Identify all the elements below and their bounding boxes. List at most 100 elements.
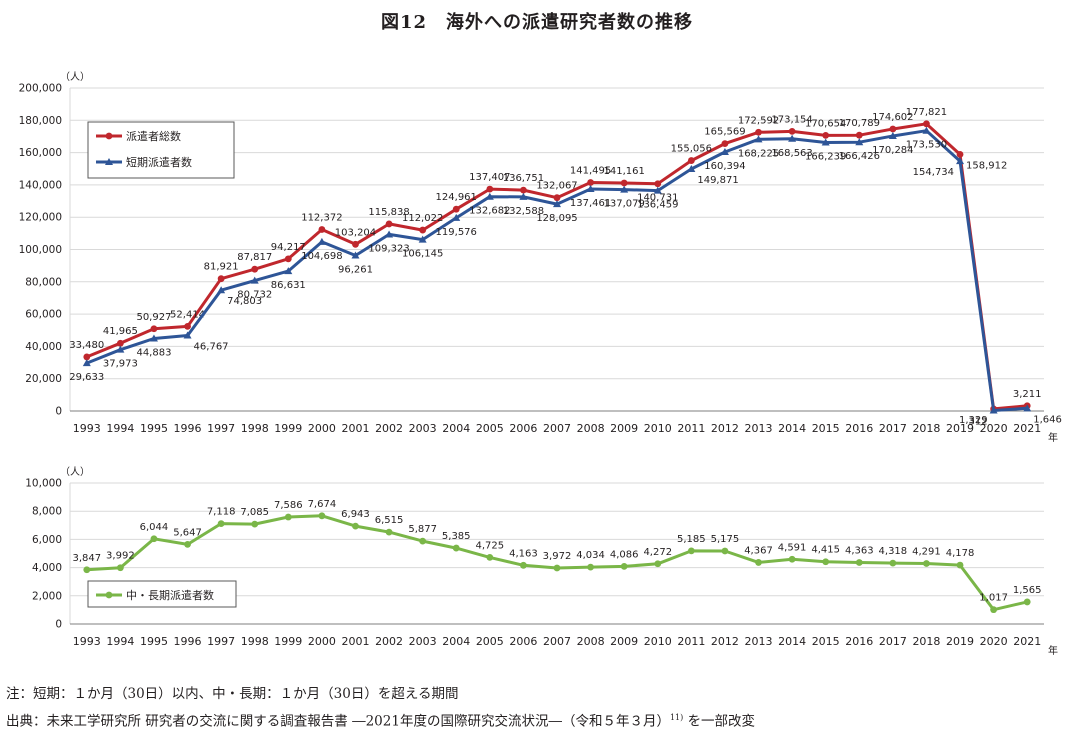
data-label-short: 170,284	[872, 145, 913, 156]
x-tick-label: 1994	[106, 422, 134, 435]
point-marker-total	[83, 353, 91, 361]
point-marker-total	[553, 194, 561, 202]
data-label-long: 4,291	[912, 546, 941, 557]
data-label-long: 3,972	[543, 551, 572, 562]
x-tick-label: 2017	[879, 422, 907, 435]
point-marker-long	[1023, 598, 1031, 606]
x-tick-label: 2014	[778, 635, 806, 648]
x-tick-label: 2005	[476, 635, 504, 648]
data-label-total: 170,789	[839, 118, 880, 129]
y-tick-label: 10,000	[25, 478, 62, 490]
data-label-short: 312	[969, 416, 988, 427]
y-tick-label: 120,000	[19, 212, 62, 224]
point-marker-long	[251, 520, 259, 528]
y-tick-label: 0	[55, 406, 62, 418]
x-tick-label: 1999	[274, 422, 302, 435]
point-marker-long	[687, 547, 695, 555]
x-tick-label: 2012	[711, 635, 739, 648]
data-label-long: 6,943	[341, 509, 370, 520]
data-label-short: 166,239	[805, 152, 846, 163]
data-label-long: 5,647	[173, 527, 202, 538]
x-tick-label: 2010	[644, 635, 672, 648]
x-tick-label: 2018	[912, 422, 940, 435]
data-label-total: 177,821	[906, 107, 947, 118]
x-tick-label: 2016	[845, 635, 873, 648]
data-label-long: 4,272	[643, 547, 672, 558]
point-marker-total	[251, 265, 259, 273]
x-tick-label: 2014	[778, 422, 806, 435]
x-tick-label: 2021	[1013, 635, 1041, 648]
point-marker-long	[956, 561, 964, 569]
x-tick-label: 2002	[375, 635, 403, 648]
point-marker-long	[419, 537, 427, 545]
point-marker-short	[720, 147, 729, 155]
x-axis-suffix: 年	[1048, 431, 1058, 444]
point-marker-short	[788, 134, 797, 142]
x-tick-label: 2009	[610, 635, 638, 648]
point-marker-short	[956, 157, 965, 165]
data-label-short: 160,394	[704, 161, 745, 172]
data-label-long: 7,085	[240, 507, 269, 518]
point-marker-short	[418, 235, 427, 243]
legend-marker-total	[105, 132, 113, 140]
x-tick-label: 1996	[174, 635, 202, 648]
x-tick-label: 2011	[677, 635, 705, 648]
data-label-total: 158,912	[966, 160, 1007, 171]
notes: 注：短期：１か月（30日）以内、中・長期：１か月（30日）を超える期間 出典：未…	[6, 682, 755, 734]
x-tick-label: 2004	[442, 422, 470, 435]
source-ref: 11)	[669, 713, 684, 722]
data-label-short: 1,646	[1033, 414, 1062, 425]
data-label-long: 4,163	[509, 548, 538, 559]
point-marker-short	[149, 334, 158, 342]
x-tick-label: 2015	[812, 635, 840, 648]
x-tick-label: 2020	[980, 422, 1008, 435]
point-marker-total	[352, 240, 359, 248]
data-label-total: 141,161	[603, 166, 644, 177]
data-label-short: 136,459	[637, 200, 678, 211]
data-label-total: 52,414	[170, 309, 205, 320]
point-marker-total	[520, 186, 527, 194]
source-line: 出典：未来工学研究所 研究者の交流に関する調査報告書 ―2021年度の国際研究交…	[6, 706, 755, 734]
data-label-short: 80,732	[237, 290, 272, 301]
data-label-long: 4,034	[576, 550, 605, 561]
data-label-short: 154,734	[913, 167, 954, 178]
point-marker-short	[1023, 404, 1032, 412]
x-tick-label: 2006	[509, 422, 537, 435]
point-marker-short	[519, 192, 528, 200]
point-marker-long	[452, 544, 460, 552]
point-marker-long	[116, 564, 124, 572]
point-marker-short	[653, 186, 662, 194]
data-label-long: 4,415	[811, 545, 840, 556]
y-tick-label: 160,000	[19, 147, 62, 159]
point-marker-long	[486, 553, 494, 561]
point-marker-total	[923, 120, 930, 128]
y-tick-label: 60,000	[25, 309, 62, 321]
point-marker-long	[788, 555, 796, 563]
data-label-long: 6,515	[375, 515, 404, 526]
point-marker-total	[184, 322, 191, 330]
point-marker-long	[990, 606, 998, 614]
y-tick-label: 180,000	[19, 115, 62, 127]
data-label-long: 4,725	[476, 540, 505, 551]
data-label-total: 137,407	[469, 172, 510, 183]
data-label-long: 5,385	[442, 531, 471, 542]
data-label-long: 3,992	[106, 551, 135, 562]
x-tick-label: 2013	[745, 422, 773, 435]
data-label-short: 104,698	[301, 251, 342, 262]
point-marker-long	[184, 540, 191, 548]
legend-box	[87, 580, 237, 608]
data-label-short: 149,871	[697, 175, 738, 186]
point-marker-short	[351, 251, 360, 259]
point-marker-short	[485, 192, 494, 200]
point-marker-long	[721, 547, 729, 555]
point-marker-short	[385, 230, 394, 238]
data-label-long: 5,185	[677, 534, 706, 545]
point-marker-long	[587, 563, 594, 571]
point-marker-long	[385, 528, 393, 536]
point-marker-long	[654, 560, 662, 568]
x-tick-label: 2000	[308, 635, 336, 648]
point-marker-long	[553, 564, 561, 572]
point-marker-short	[687, 164, 696, 172]
data-label-total: 94,217	[271, 242, 306, 253]
data-label-short: 44,883	[136, 348, 171, 359]
